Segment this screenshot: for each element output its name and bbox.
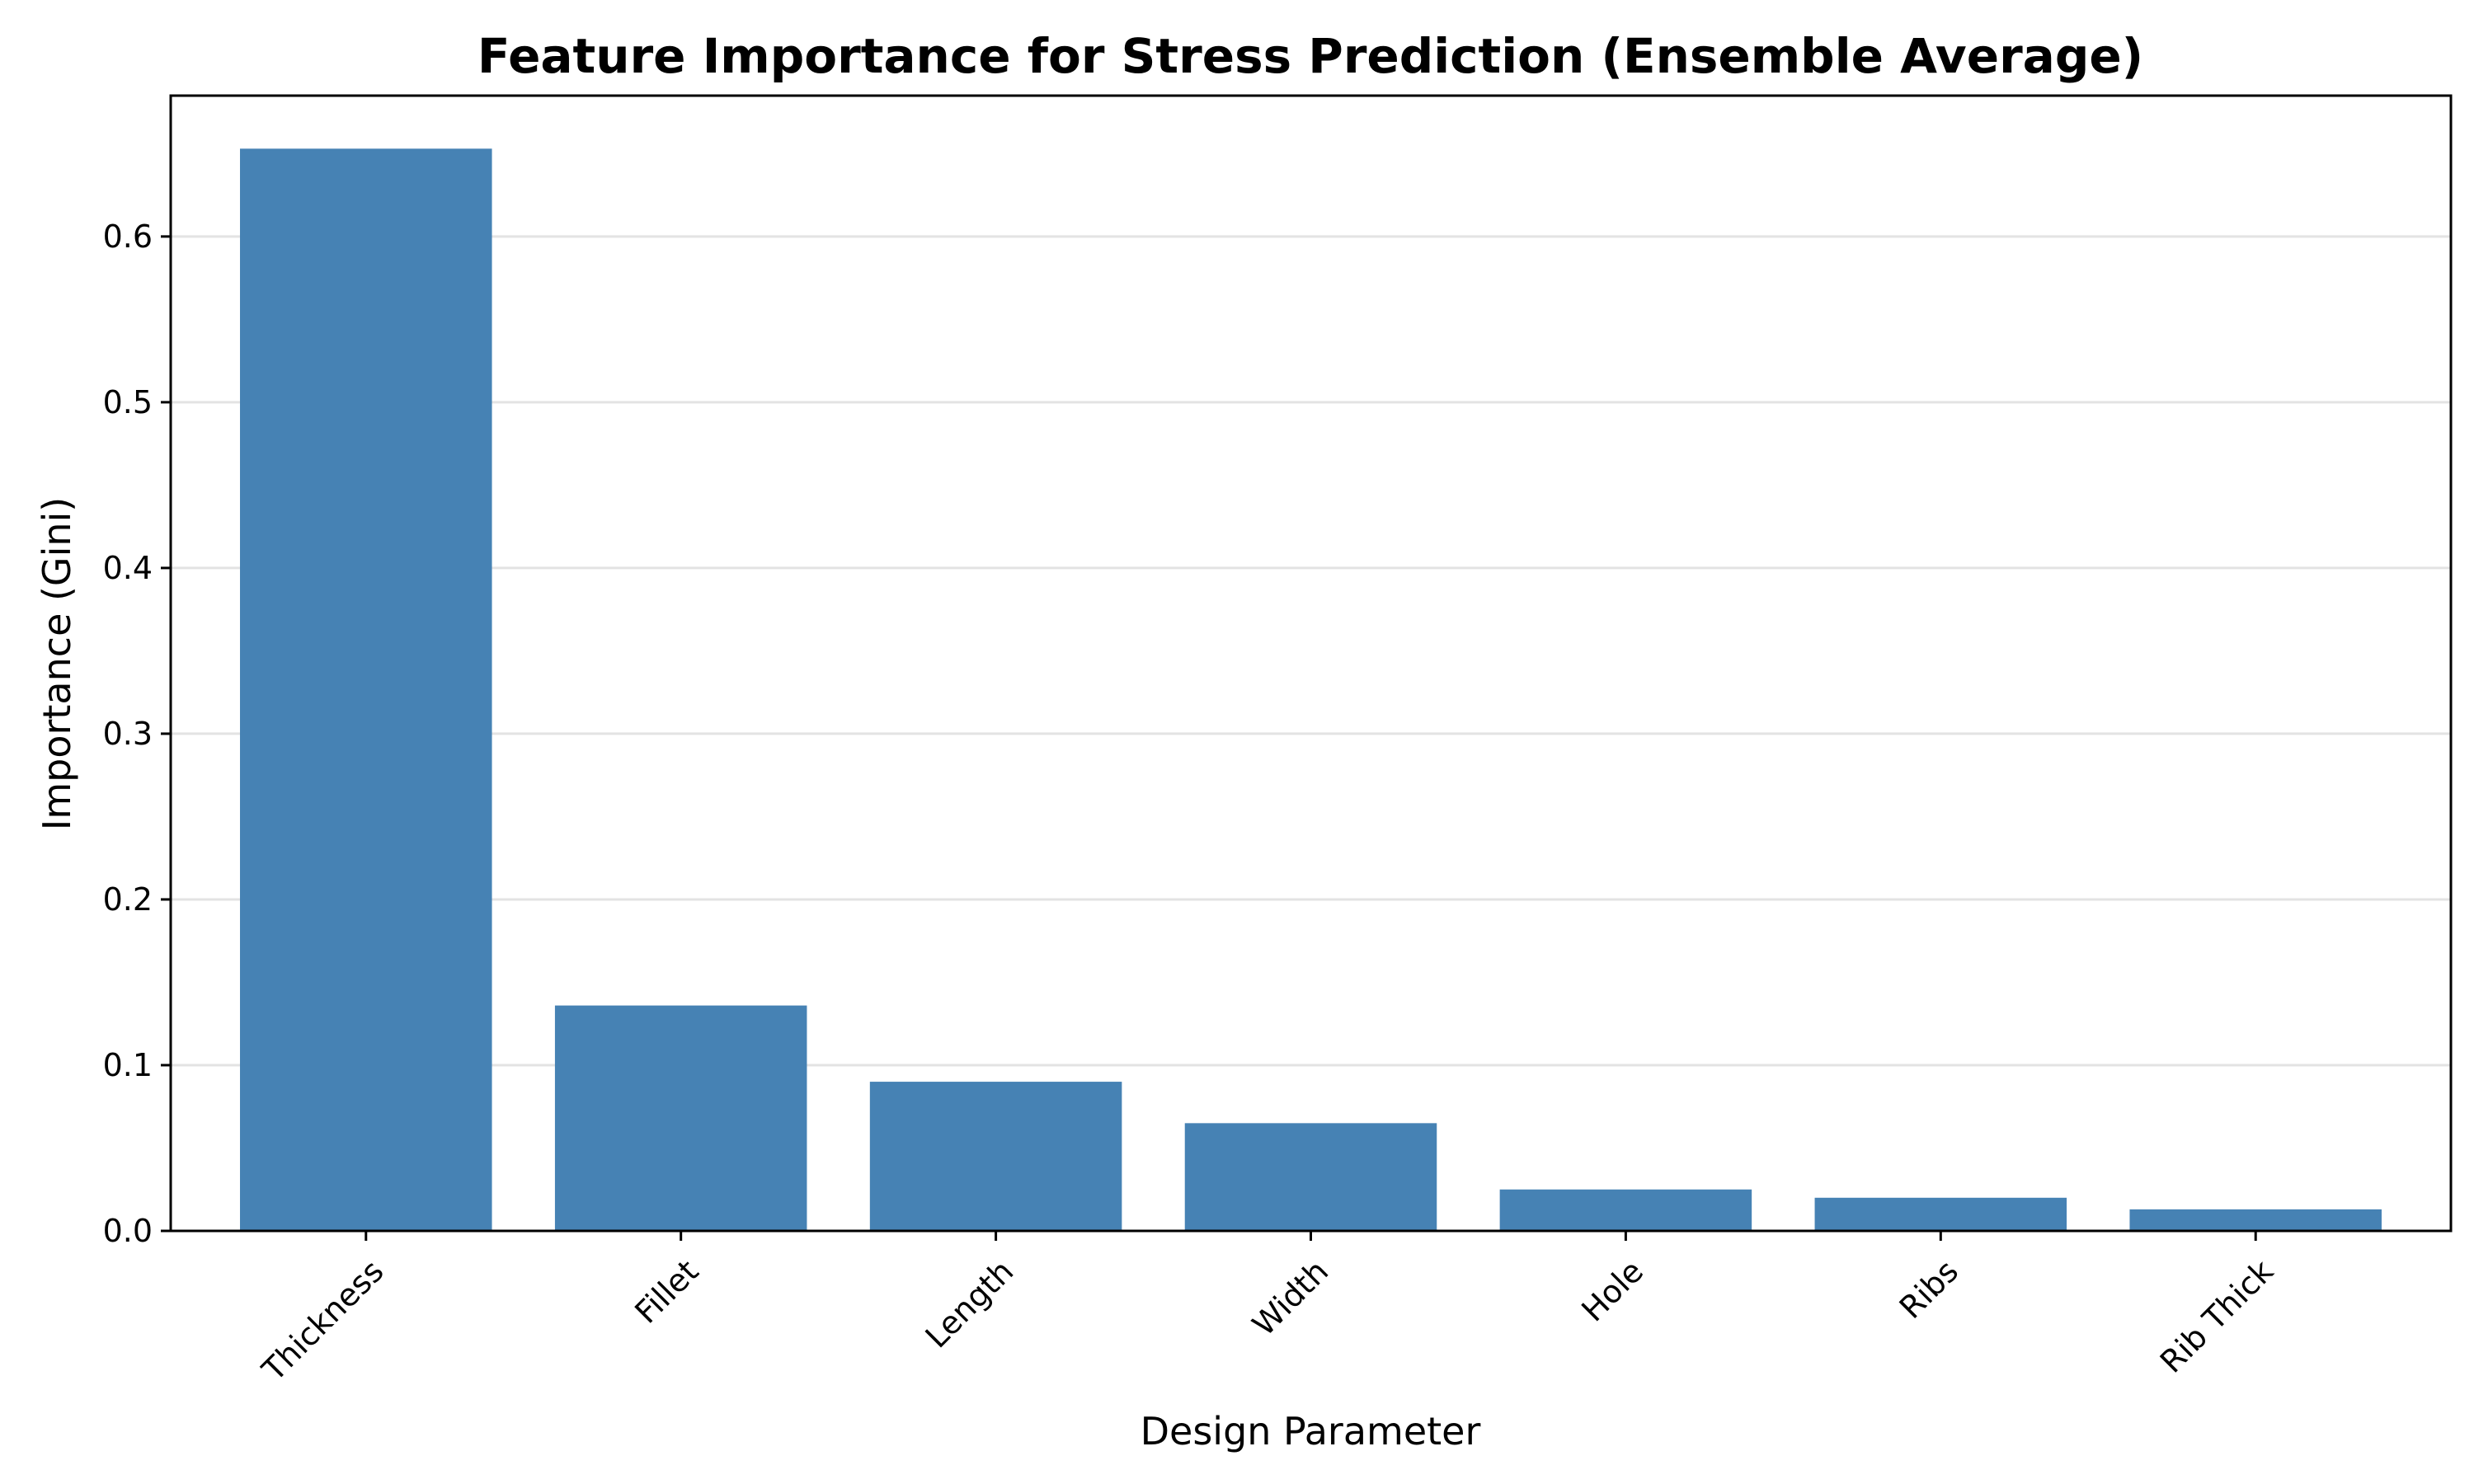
bar-hole	[1499, 1189, 1752, 1231]
bars	[240, 148, 2382, 1231]
y-tick-label: 0.6	[103, 218, 153, 255]
y-tick-label: 0.0	[103, 1213, 153, 1249]
bar-fillet	[554, 1005, 807, 1231]
x-tick-label: Ribs	[1893, 1253, 1965, 1326]
y-axis-label: Importance (Gini)	[35, 497, 79, 830]
x-tick-label: Length	[919, 1253, 1021, 1355]
y-tick-label: 0.5	[103, 384, 153, 420]
gridlines	[171, 235, 2451, 1067]
x-tick-label: Hole	[1574, 1253, 1650, 1329]
plot-frame	[169, 94, 2453, 1233]
y-tick-label: 0.3	[103, 716, 153, 752]
x-axis-label: Design Parameter	[1141, 1409, 1481, 1453]
x-tick-label: Rib Thick	[2153, 1253, 2280, 1380]
y-tick-label: 0.2	[103, 881, 153, 918]
bar-thickness	[240, 148, 492, 1231]
chart-title: Feature Importance for Stress Prediction…	[477, 28, 2143, 84]
x-tick-label: Fillet	[628, 1253, 705, 1331]
bar-length	[869, 1082, 1122, 1231]
x-axis-ticks: Thickness Fillet Length Width Hole Ribs Rib Th…	[255, 1231, 2280, 1388]
y-tick-label: 0.1	[103, 1047, 153, 1083]
x-tick-label: Width	[1245, 1253, 1335, 1343]
bar-ribs	[1814, 1197, 2067, 1231]
y-tick-label: 0.4	[103, 550, 153, 586]
x-tick-label: Thickness	[255, 1253, 391, 1389]
y-axis-ticks: 0.0 0.1 0.2 0.3 0.4 0.5 0.6	[103, 218, 171, 1249]
bar-rib-thick	[2129, 1209, 2382, 1231]
bar-width	[1184, 1123, 1437, 1231]
